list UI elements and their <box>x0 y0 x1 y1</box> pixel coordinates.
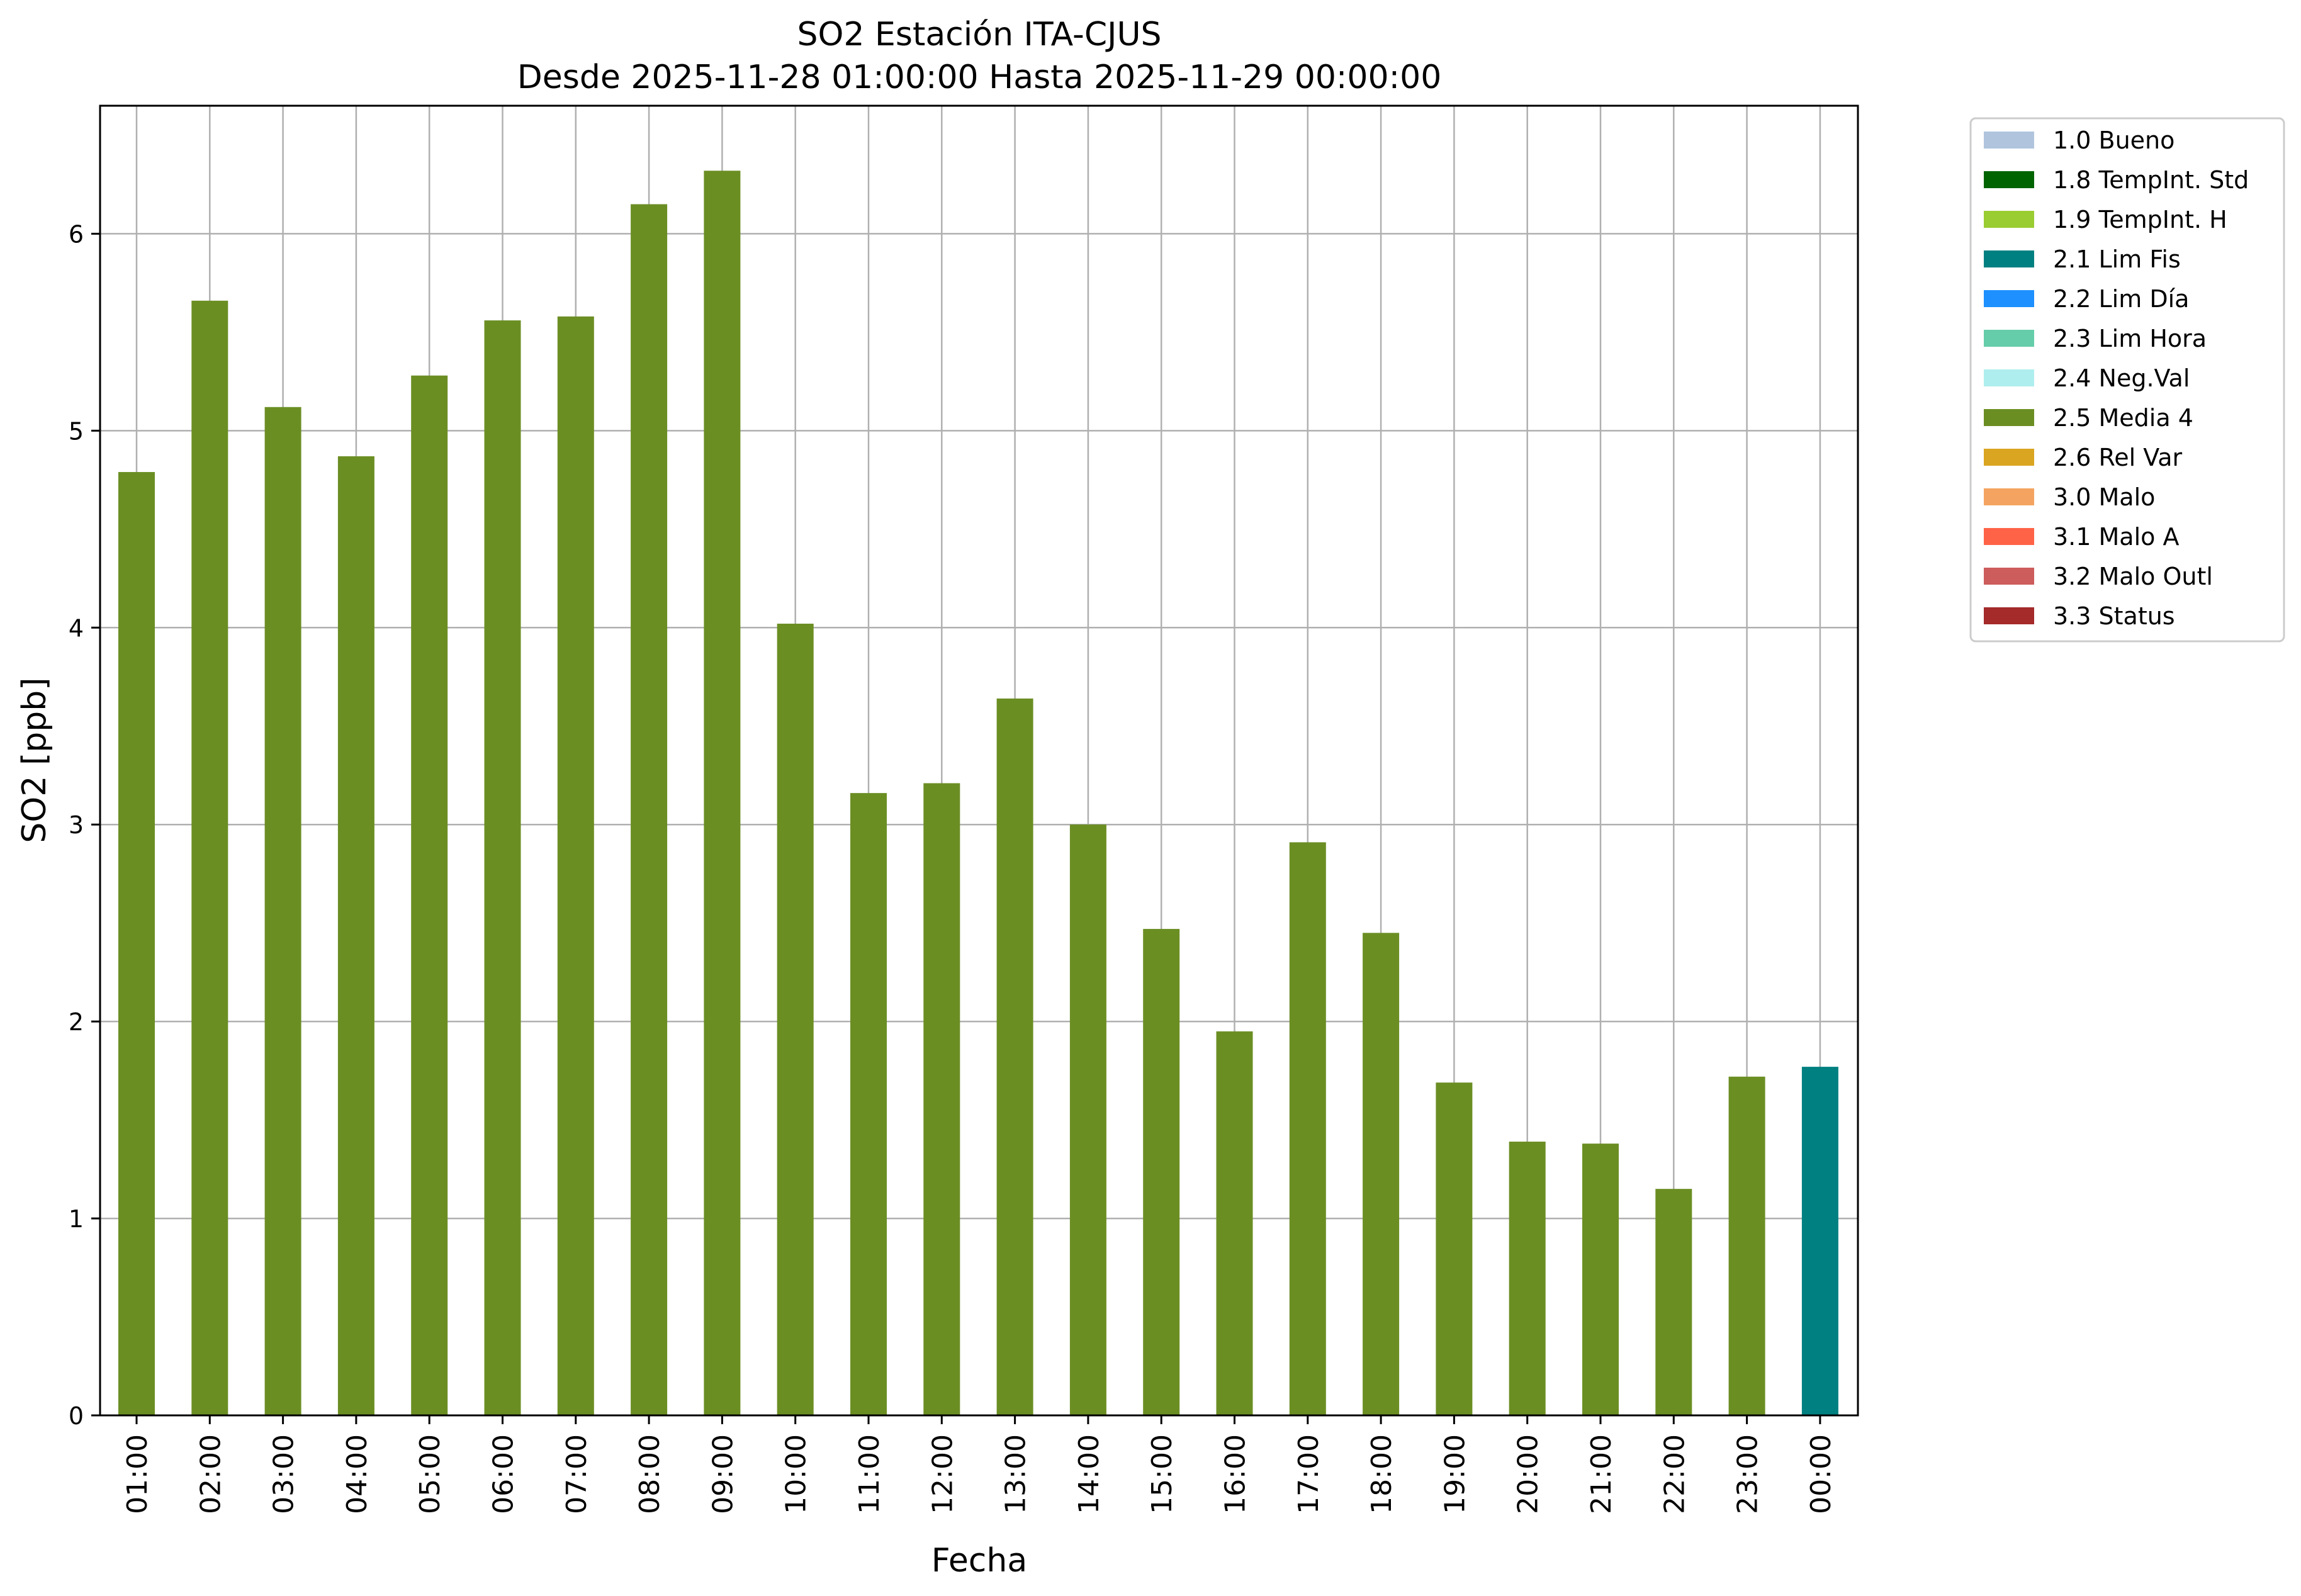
bar-2100 <box>1582 1144 1619 1415</box>
y-tick-label: 6 <box>69 220 84 248</box>
bar-0500 <box>411 375 448 1415</box>
x-tick-label: 21:00 <box>1585 1434 1617 1514</box>
bar-0900 <box>704 171 741 1415</box>
legend-entry: 2.6 Rel Var <box>2053 444 2183 471</box>
x-tick-label: 01:00 <box>121 1434 154 1514</box>
x-tick-label: 10:00 <box>780 1434 813 1514</box>
y-tick-label: 2 <box>69 1008 84 1036</box>
legend-swatch <box>1984 369 2034 386</box>
legend-entry: 3.1 Malo A <box>2053 523 2179 551</box>
bar-1100 <box>850 793 887 1415</box>
x-tick-label: 13:00 <box>1000 1434 1032 1514</box>
bar-2000 <box>1509 1142 1546 1415</box>
legend-entry: 1.0 Bueno <box>2053 126 2174 154</box>
bars-group <box>118 171 1838 1416</box>
legend-swatch <box>1984 449 2034 466</box>
x-tick-label: 20:00 <box>1512 1434 1544 1514</box>
bar-1500 <box>1143 929 1180 1415</box>
bar-0300 <box>264 407 301 1416</box>
legend-swatch <box>1984 290 2034 307</box>
x-axis-ticks: 01:00 02:00 03:00 04:00 05:00 06:00 07:00 08:00… <box>121 1415 1837 1514</box>
legend: 1.0 Bueno 1.8 TempInt. Std 1.9 TempInt. H 2… <box>1969 117 2285 643</box>
y-tick-label: 0 <box>69 1402 84 1430</box>
x-tick-label: 22:00 <box>1658 1434 1691 1514</box>
legend-swatch <box>1984 488 2034 505</box>
x-tick-label: 08:00 <box>634 1434 666 1514</box>
bar-0800 <box>631 204 668 1415</box>
legend-entry: 3.2 Malo Outl <box>2053 563 2213 590</box>
x-tick-label: 11:00 <box>853 1434 886 1514</box>
legend-swatch <box>1984 409 2034 426</box>
x-tick-label: 14:00 <box>1073 1434 1105 1514</box>
bar-1800 <box>1363 933 1400 1415</box>
bar-0000 <box>1801 1067 1838 1415</box>
bar-0600 <box>484 320 521 1416</box>
legend-entry: 1.9 TempInt. H <box>2053 206 2227 233</box>
y-tick-label: 3 <box>69 811 84 839</box>
x-tick-label: 19:00 <box>1439 1434 1471 1514</box>
x-tick-label: 23:00 <box>1732 1434 1764 1514</box>
x-tick-label: 02:00 <box>194 1434 227 1514</box>
legend-swatch <box>1984 330 2034 347</box>
bar-0200 <box>191 300 228 1416</box>
x-tick-label: 04:00 <box>341 1434 373 1514</box>
bar-1300 <box>996 698 1033 1415</box>
legend-swatch <box>1984 132 2034 149</box>
legend-swatch <box>1984 607 2034 624</box>
bar-2300 <box>1728 1076 1765 1415</box>
x-tick-label: 00:00 <box>1805 1434 1837 1514</box>
chart-subtitle: Desde 2025-11-28 01:00:00 Hasta 2025-11-… <box>517 59 1442 96</box>
x-tick-label: 03:00 <box>268 1434 300 1514</box>
x-tick-label: 09:00 <box>707 1434 739 1514</box>
legend-frame <box>1969 117 2285 643</box>
bar-2200 <box>1655 1189 1692 1415</box>
chart-title: SO2 Estación ITA-CJUS <box>797 16 1161 53</box>
x-tick-label: 12:00 <box>926 1434 959 1514</box>
legend-entry: 2.4 Neg.Val <box>2053 364 2190 392</box>
x-axis-label: Fecha <box>931 1542 1027 1580</box>
bar-1700 <box>1289 842 1326 1415</box>
y-axis-ticks: 0 1 2 3 4 5 6 <box>69 220 100 1430</box>
legend-entry: 2.2 Lim Día <box>2053 285 2189 313</box>
legend-entry: 3.0 Malo <box>2053 483 2155 511</box>
y-axis-label: SO2 [ppb] <box>16 677 53 843</box>
x-tick-label: 06:00 <box>488 1434 520 1514</box>
x-tick-label: 07:00 <box>561 1434 593 1514</box>
legend-entry: 1.8 TempInt. Std <box>2053 166 2249 194</box>
bar-0100 <box>118 472 155 1415</box>
legend-swatch <box>1984 171 2034 188</box>
bar-1600 <box>1216 1031 1253 1415</box>
x-tick-label: 18:00 <box>1366 1434 1398 1514</box>
x-tick-label: 16:00 <box>1220 1434 1252 1514</box>
legend-swatch <box>1984 568 2034 585</box>
bar-0400 <box>337 456 374 1415</box>
bar-1900 <box>1436 1082 1473 1415</box>
bar-1200 <box>923 783 960 1415</box>
x-tick-label: 15:00 <box>1146 1434 1178 1514</box>
bar-0700 <box>557 316 594 1415</box>
legend-entry: 2.1 Lim Fis <box>2053 245 2181 273</box>
bar-1400 <box>1069 824 1106 1415</box>
bar-1000 <box>777 624 814 1416</box>
x-tick-label: 17:00 <box>1293 1434 1325 1514</box>
legend-entry: 3.3 Status <box>2053 602 2175 630</box>
legend-entry: 2.3 Lim Hora <box>2053 325 2207 352</box>
legend-swatch <box>1984 250 2034 267</box>
y-tick-label: 1 <box>69 1205 84 1233</box>
legend-swatch <box>1984 528 2034 545</box>
y-tick-label: 4 <box>69 614 84 642</box>
plot-frame <box>99 104 1859 1417</box>
legend-entry: 2.5 Media 4 <box>2053 404 2193 432</box>
legend-swatch <box>1984 211 2034 228</box>
x-tick-label: 05:00 <box>414 1434 446 1514</box>
y-tick-label: 5 <box>69 417 84 445</box>
